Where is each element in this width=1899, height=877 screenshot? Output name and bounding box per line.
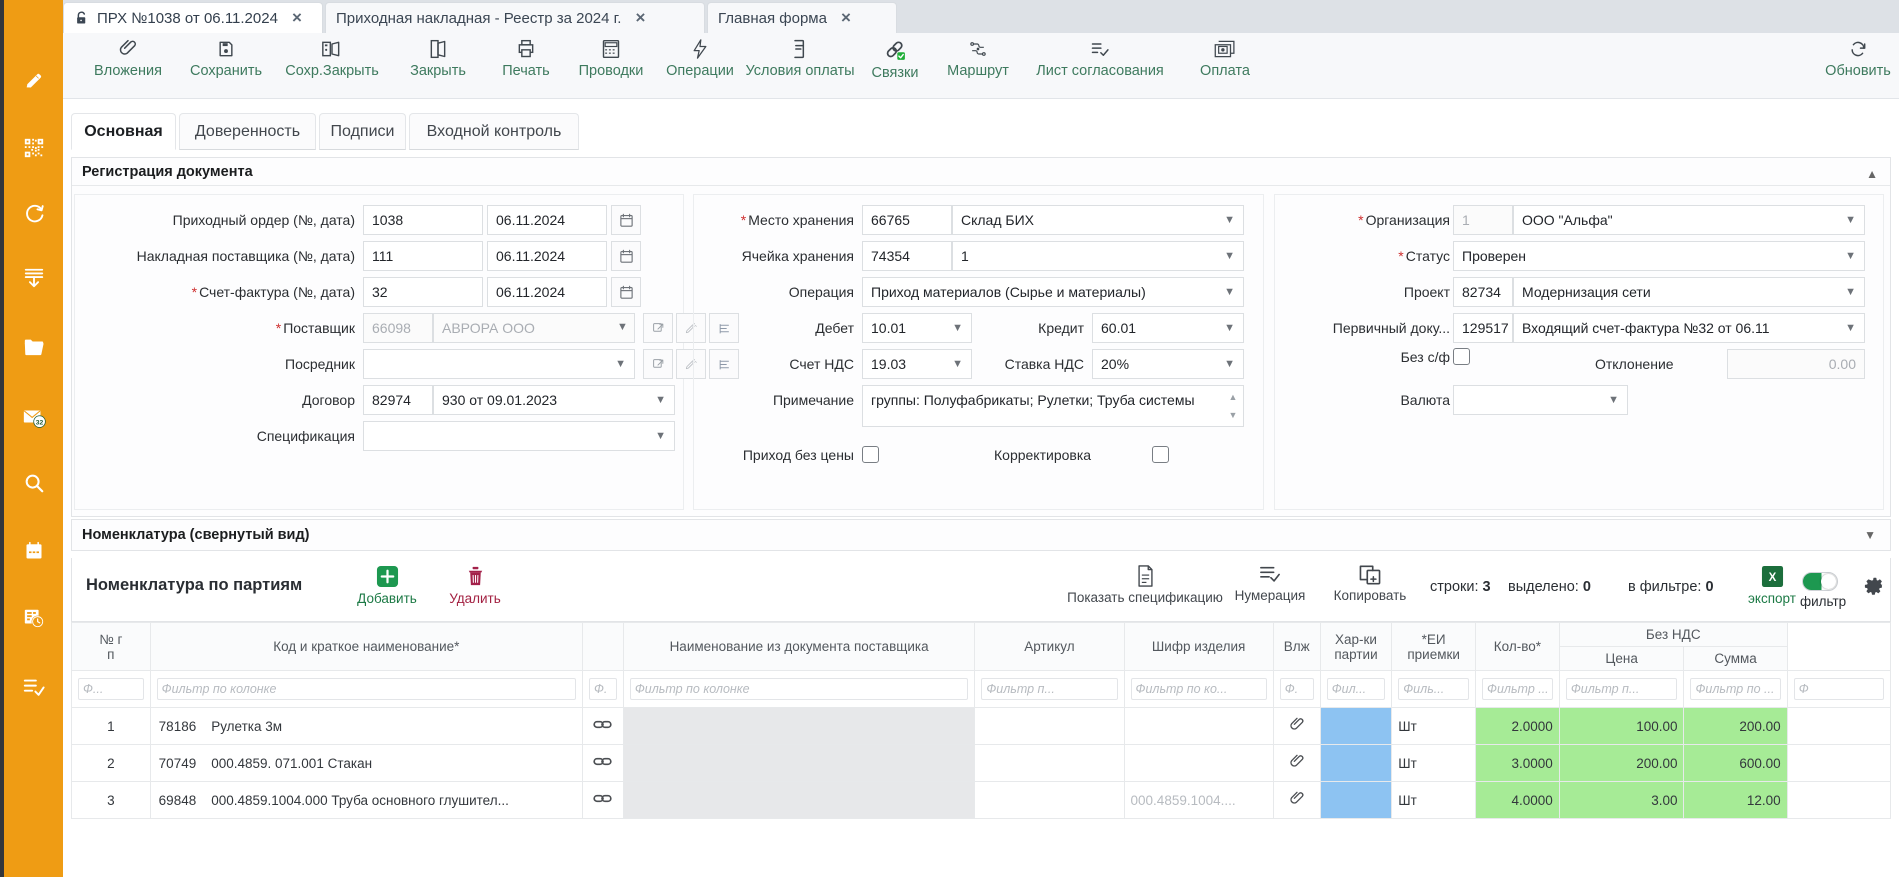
svg-text:X: X xyxy=(1768,572,1776,584)
svg-text:32: 32 xyxy=(35,419,43,426)
